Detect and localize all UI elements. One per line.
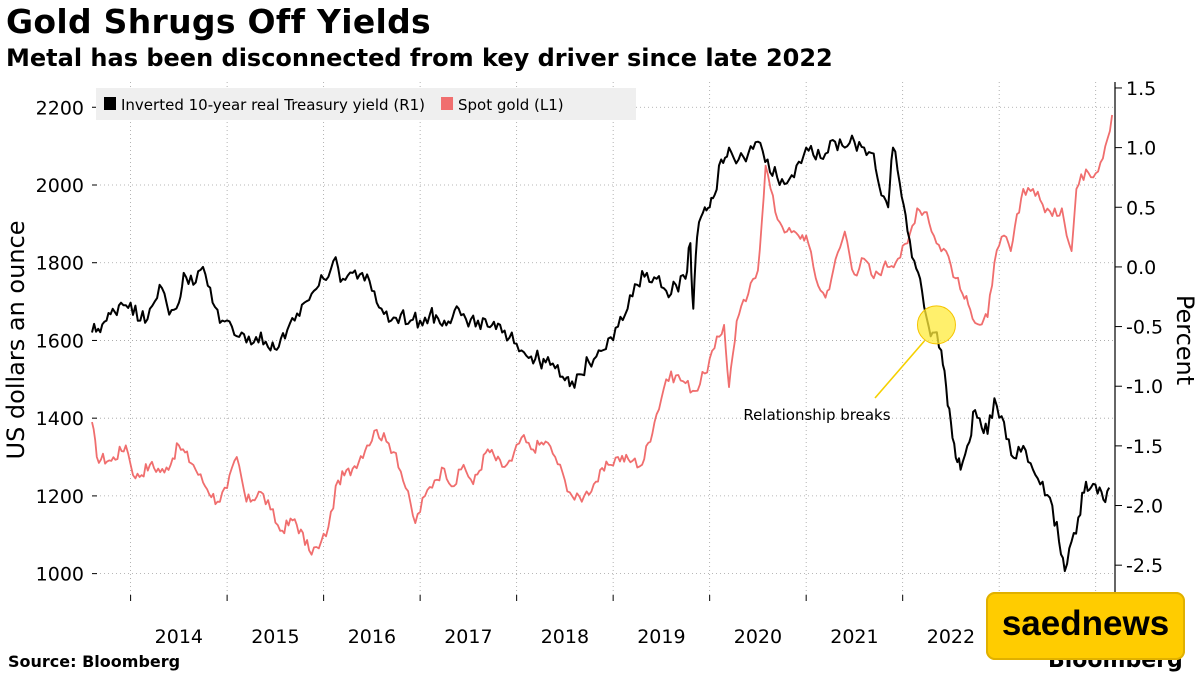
legend-box	[96, 88, 636, 120]
chart-subtitle: Metal has been disconnected from key dri…	[6, 44, 833, 72]
y-axis-left: 1000 1200 1400 1600 1800 2000 2200 US dollars a…	[2, 97, 97, 586]
y-right-tick-label: 0.5	[1126, 197, 1156, 219]
y-right-tick-label: 1.5	[1126, 78, 1156, 100]
x-tick-label: 2018	[541, 626, 589, 648]
legend-swatch	[441, 97, 454, 110]
x-tick-label: 2016	[348, 626, 396, 648]
series-line-real-yield	[91, 134, 1111, 573]
chart-title: Gold Shrugs Off Yields	[6, 2, 431, 41]
source-note: Source: Bloomberg	[8, 652, 181, 671]
y-right-title: Percent	[1171, 295, 1199, 385]
legend-swatch	[104, 97, 116, 110]
y-left-tick-label: 2000	[36, 175, 84, 197]
y-left-tick-label: 1600	[36, 330, 84, 352]
y-right-tick-label: 0.0	[1126, 257, 1156, 279]
watermark-badge: saednews	[986, 592, 1185, 660]
x-tick-label: 2015	[251, 626, 299, 648]
series-layer	[91, 114, 1113, 573]
watermark-text: saednews	[1001, 604, 1170, 643]
y-right-tick-label: 1.0	[1126, 138, 1156, 160]
y-left-tick-label: 1000	[36, 564, 84, 586]
annotation-layer: Relationship breaks	[743, 305, 956, 424]
annotation-label: Relationship breaks	[743, 406, 890, 424]
y-left-tick-label: 1200	[36, 486, 84, 508]
y-right-tick-label: -2.0	[1126, 496, 1163, 518]
x-tick-label: 2017	[444, 626, 492, 648]
y-axis-right: 1.5 1.0 0.5 0.0 -0.5 -1.0 -1.5 -2.0 -2.5 Percent	[1114, 78, 1199, 595]
y-right-tick-label: -1.5	[1126, 436, 1163, 458]
legend-label: Inverted 10-year real Treasury yield (R1…	[121, 96, 425, 114]
x-axis: 2014 2015 2016 2017 2018 2019 2020 2021 2022	[130, 595, 1097, 648]
x-tick-label: 2020	[734, 626, 782, 648]
y-left-title: US dollars an ounce	[2, 220, 30, 459]
x-tick-label: 2019	[637, 626, 685, 648]
series-line-spot-gold	[91, 114, 1113, 556]
legend-label: Spot gold (L1)	[458, 96, 564, 114]
highlight-circle	[916, 305, 956, 345]
y-left-tick-label: 1400	[36, 408, 84, 430]
annotation-pointer	[874, 340, 926, 399]
y-left-tick-label: 2200	[36, 97, 84, 119]
x-tick-label: 2022	[927, 626, 975, 648]
y-right-tick-label: -0.5	[1126, 317, 1163, 339]
y-right-tick-label: -1.0	[1126, 376, 1163, 398]
x-tick-label: 2021	[830, 626, 878, 648]
legend: Inverted 10-year real Treasury yield (R1…	[96, 88, 636, 120]
x-tick-label: 2014	[155, 626, 203, 648]
y-right-tick-label: -2.5	[1126, 555, 1163, 577]
y-left-tick-label: 1800	[36, 253, 84, 275]
